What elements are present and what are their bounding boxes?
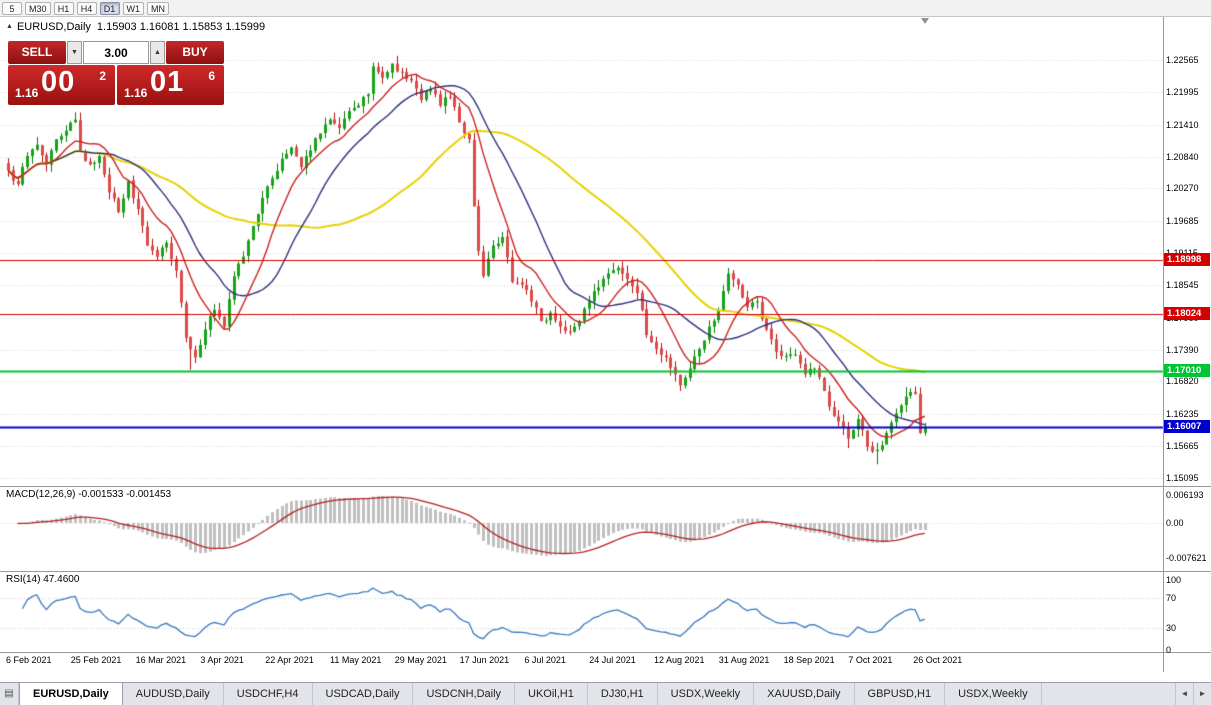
chart-tab[interactable]: AUDUSD,Daily xyxy=(123,683,224,705)
price-level-badge: 1.16007 xyxy=(1164,419,1210,433)
date-axis-label: 17 Jun 2021 xyxy=(459,655,510,665)
date-axis-label: 12 Aug 2021 xyxy=(654,655,705,665)
date-axis-label: 29 May 2021 xyxy=(394,655,447,665)
price-level-badge: 1.17010 xyxy=(1164,363,1210,377)
timeframe-button-w1[interactable]: W1 xyxy=(122,1,145,15)
price-axis-label: 1.16235 xyxy=(1166,409,1199,420)
chart-tab[interactable]: DJ30,H1 xyxy=(588,683,658,705)
macd-indicator-label: MACD(12,26,9) -0.001533 -0.001453 xyxy=(6,489,172,500)
price-axis-label: 1.20840 xyxy=(1166,151,1199,162)
timeframe-button-h4[interactable]: H4 xyxy=(76,1,97,15)
date-axis-label: 6 Jul 2021 xyxy=(524,655,566,665)
volume-decrease-button[interactable]: ▼ xyxy=(67,41,82,64)
buy-price-pip-digit: 6 xyxy=(208,69,215,83)
timeframe-button-5[interactable]: 5 xyxy=(2,1,22,15)
buy-price-big-digits: 01 xyxy=(150,66,185,98)
tab-list-icon: ▤ xyxy=(0,683,19,705)
one-click-panel-toggle-icon[interactable]: ▲ xyxy=(6,23,13,30)
tab-scroll-left-button[interactable]: ◄ xyxy=(1175,683,1193,705)
timeframe-toolbar: 5 M30 H1 H4 D1 W1 MN xyxy=(0,0,1211,17)
volume-increase-button[interactable]: ▲ xyxy=(150,41,165,64)
date-axis-label: 18 Sep 2021 xyxy=(783,655,835,665)
chart-ohlc-values: 1.15903 1.16081 1.15853 1.15999 xyxy=(96,21,266,33)
chart-tab-bar: ▤ EURUSD,Daily AUDUSD,Daily USDCHF,H4 USDCA… xyxy=(0,682,1211,705)
sell-price-pip-digit: 2 xyxy=(99,69,106,83)
macd-axis-label: 0.00 xyxy=(1166,518,1184,528)
macd-axis-label: 0.006193 xyxy=(1166,490,1204,500)
chart-tab[interactable]: USDCAD,Daily xyxy=(313,683,414,705)
date-axis-label: 11 May 2021 xyxy=(330,655,382,665)
buy-button[interactable]: BUY xyxy=(166,41,224,64)
date-axis-label: 26 Oct 2021 xyxy=(913,655,963,665)
date-axis-label: 25 Feb 2021 xyxy=(70,655,122,665)
price-level-badge: 1.18998 xyxy=(1164,252,1210,266)
price-axis-label: 1.15665 xyxy=(1166,441,1199,452)
chart-title: ▲ EURUSD,Daily 1.15903 1.16081 1.15853 1.1… xyxy=(6,21,265,33)
sell-button[interactable]: SELL xyxy=(8,41,66,64)
pane-separator[interactable] xyxy=(0,571,1211,572)
timeframe-button-d1[interactable]: D1 xyxy=(99,1,120,15)
chart-tab[interactable]: USDCHF,H4 xyxy=(224,683,313,705)
date-axis-label: 24 Jul 2021 xyxy=(589,655,636,665)
sell-price-big-digits: 00 xyxy=(41,66,76,98)
price-axis-label: 1.15095 xyxy=(1166,473,1199,484)
chart-symbol-label: EURUSD,Daily xyxy=(16,21,91,33)
chart-tab[interactable]: USDX,Weekly xyxy=(945,683,1042,705)
chart-shift-marker-icon[interactable] xyxy=(921,18,929,24)
price-axis-label: 1.20270 xyxy=(1166,183,1199,194)
date-axis-label: 7 Oct 2021 xyxy=(848,655,893,665)
chart-tabs: EURUSD,Daily AUDUSD,Daily USDCHF,H4 USDCAD,… xyxy=(19,683,1042,705)
date-axis-label: 3 Apr 2021 xyxy=(200,655,244,665)
price-axis-label: 1.22565 xyxy=(1166,55,1199,65)
buy-price-panel[interactable]: 1.16 01 6 xyxy=(117,65,224,105)
date-axis-label: 6 Feb 2021 xyxy=(6,655,52,665)
timeframe-button-h1[interactable]: H1 xyxy=(53,1,74,15)
rsi-indicator-label: RSI(14) 47.4600 xyxy=(6,574,80,585)
date-axis-label: 22 Apr 2021 xyxy=(265,655,314,665)
price-axis-label: 1.21995 xyxy=(1166,86,1199,97)
pane-separator xyxy=(0,652,1211,653)
macd-axis-label: -0.007621 xyxy=(1166,552,1207,563)
price-axis-label: 1.21410 xyxy=(1166,119,1199,130)
rsi-axis-label: 0 xyxy=(1166,645,1172,655)
price-axis-label: 1.16820 xyxy=(1166,376,1199,387)
chart-tab[interactable]: EURUSD,Daily xyxy=(19,683,123,705)
chart-tab[interactable]: XAUUSD,Daily xyxy=(754,683,855,705)
date-axis-label: 16 Mar 2021 xyxy=(135,655,187,665)
tab-scroll-arrows: ◄ ► xyxy=(1175,683,1211,705)
price-axis-label: 1.17390 xyxy=(1166,344,1199,355)
sell-price-prefix: 1.16 xyxy=(15,86,39,100)
price-axis-label: 1.18545 xyxy=(1166,279,1199,290)
price-level-badge: 1.18024 xyxy=(1164,307,1210,321)
date-axis-label: 31 Aug 2021 xyxy=(718,655,770,665)
timeframe-button-mn[interactable]: MN xyxy=(147,1,170,15)
chart-tab[interactable]: GBPUSD,H1 xyxy=(855,683,946,705)
one-click-trading-panel: SELL ▼ ▲ BUY 1.16 00 2 1.16 01 6 xyxy=(8,41,224,105)
sell-price-panel[interactable]: 1.16 00 2 xyxy=(8,65,115,105)
buy-price-prefix: 1.16 xyxy=(124,86,148,100)
pane-separator[interactable] xyxy=(0,486,1211,487)
timeframe-button-m30[interactable]: M30 xyxy=(25,1,51,15)
rsi-axis-label: 70 xyxy=(1166,592,1177,603)
rsi-axis-label: 30 xyxy=(1166,622,1177,633)
volume-input[interactable] xyxy=(83,41,149,64)
tab-scroll-right-button[interactable]: ► xyxy=(1193,683,1211,705)
chart-tab[interactable]: USDX,Weekly xyxy=(658,683,755,705)
chart-tab[interactable]: UKOil,H1 xyxy=(515,683,588,705)
rsi-axis-label: 100 xyxy=(1166,575,1182,585)
price-axis-label: 1.19685 xyxy=(1166,216,1199,227)
chart-tab[interactable]: USDCNH,Daily xyxy=(413,683,516,705)
price-axis-separator xyxy=(1163,17,1164,672)
